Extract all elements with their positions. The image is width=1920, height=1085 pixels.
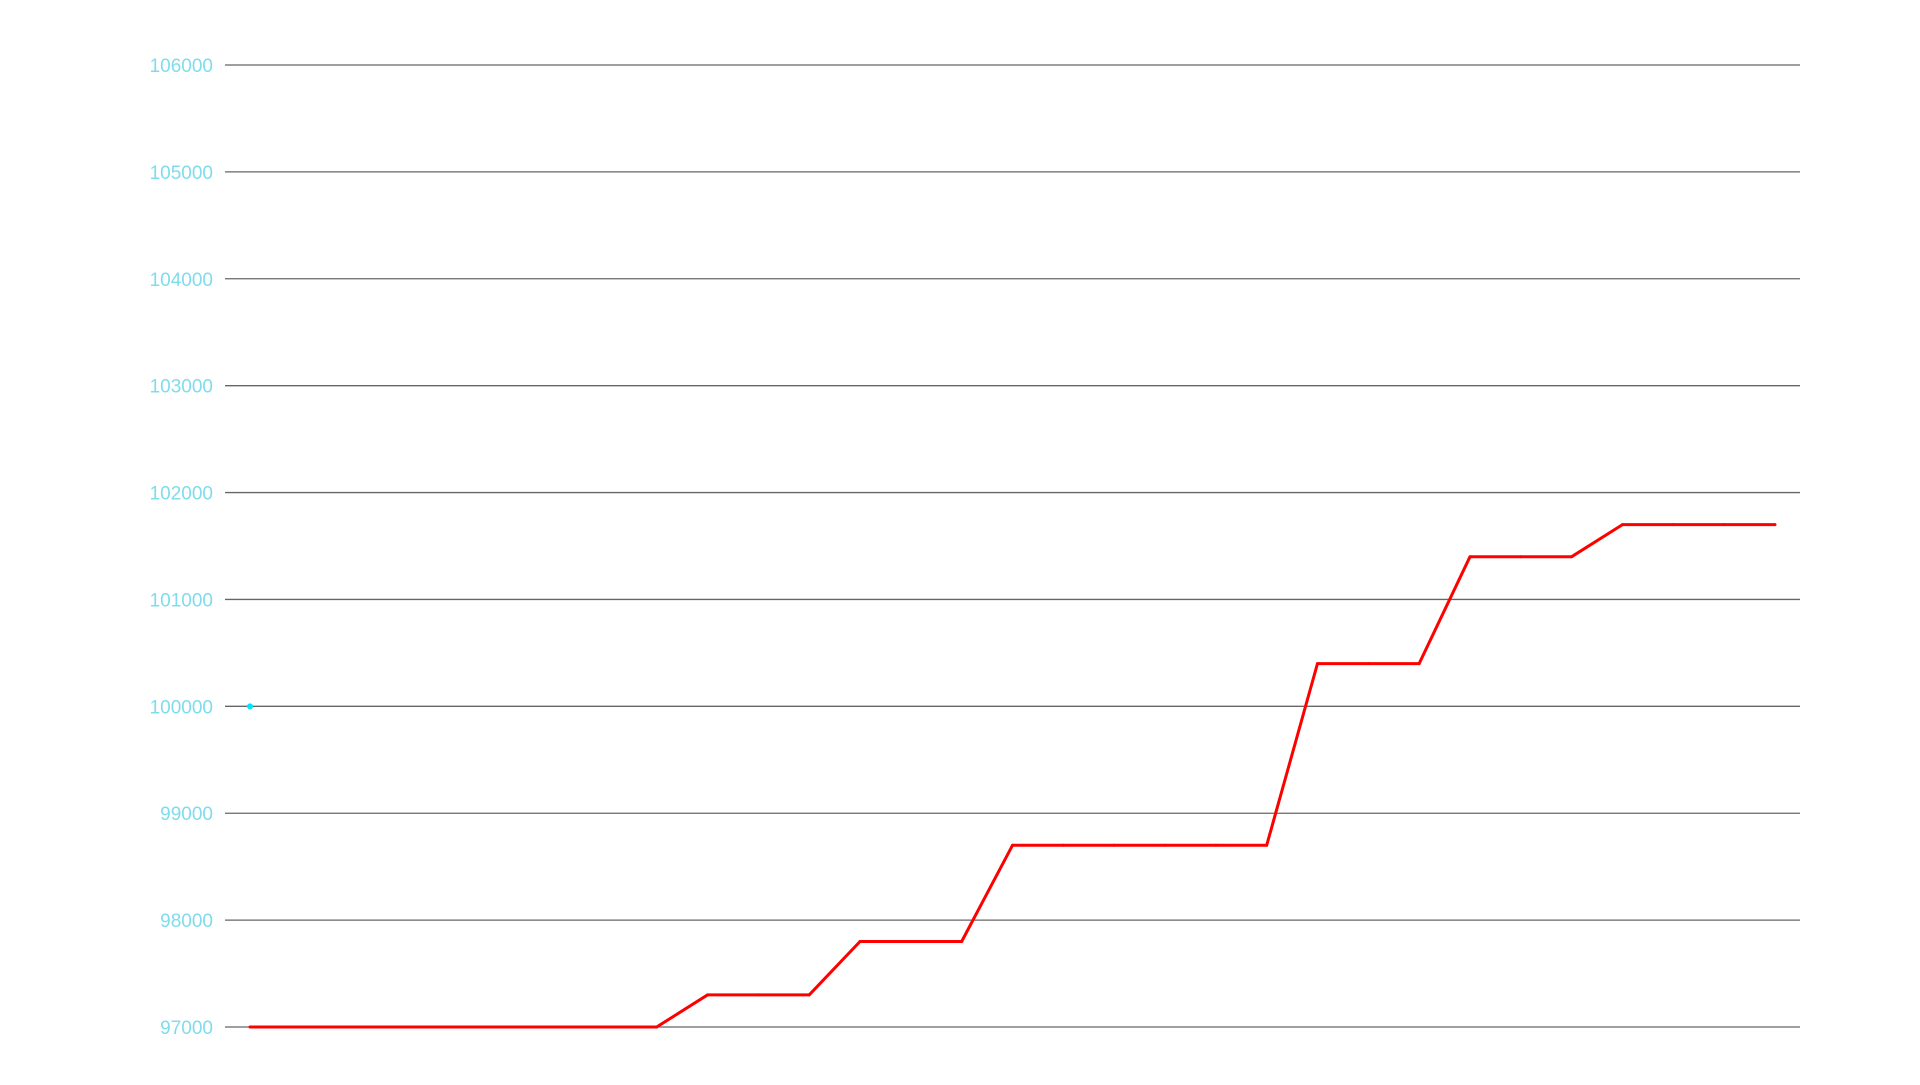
data-point xyxy=(502,1025,506,1029)
data-point xyxy=(1722,523,1726,527)
series-layer xyxy=(247,523,1777,1029)
data-point xyxy=(655,1025,659,1029)
data-point xyxy=(909,939,913,943)
y-tick-label: 100000 xyxy=(150,697,213,718)
data-point xyxy=(248,1025,252,1029)
data-point xyxy=(706,993,709,997)
data-point xyxy=(1468,555,1472,559)
y-tick-label: 103000 xyxy=(150,377,213,398)
data-point xyxy=(604,1025,608,1029)
data-point xyxy=(1671,523,1675,527)
y-axis-ticks: 97000 98000 99000 100000 101000 102000 103000 1… xyxy=(150,56,213,1039)
data-point xyxy=(1112,843,1116,847)
data-point xyxy=(1621,523,1624,527)
data-point xyxy=(1773,523,1777,527)
data-point xyxy=(451,1025,455,1029)
y-tick-label: 106000 xyxy=(150,56,213,77)
y-tick-label: 99000 xyxy=(160,804,213,825)
data-point xyxy=(807,993,811,997)
data-point xyxy=(1417,662,1421,666)
data-point xyxy=(1265,843,1269,847)
data-point xyxy=(1061,843,1065,847)
data-point xyxy=(1011,843,1014,847)
y-tick-label: 97000 xyxy=(160,1018,213,1039)
y-tick-label: 105000 xyxy=(150,163,213,184)
data-point xyxy=(299,1025,303,1029)
data-point xyxy=(1214,843,1218,847)
y-tick-label: 104000 xyxy=(150,270,213,291)
y-tick-label: 102000 xyxy=(150,484,213,505)
grid-layer xyxy=(225,64,1800,1028)
data-point xyxy=(960,939,964,943)
y-tick-label: 98000 xyxy=(160,911,213,932)
data-point xyxy=(1316,662,1319,666)
data-point xyxy=(1519,555,1523,559)
data-point xyxy=(350,1025,354,1029)
data-point xyxy=(401,1025,404,1029)
data-point xyxy=(1163,843,1167,847)
data-point xyxy=(756,993,760,997)
data-point xyxy=(858,939,862,943)
data-point xyxy=(1570,555,1574,559)
data-point xyxy=(1366,662,1370,666)
data-point xyxy=(553,1025,557,1029)
y-tick-label: 101000 xyxy=(150,590,213,611)
marker-point xyxy=(247,703,253,710)
